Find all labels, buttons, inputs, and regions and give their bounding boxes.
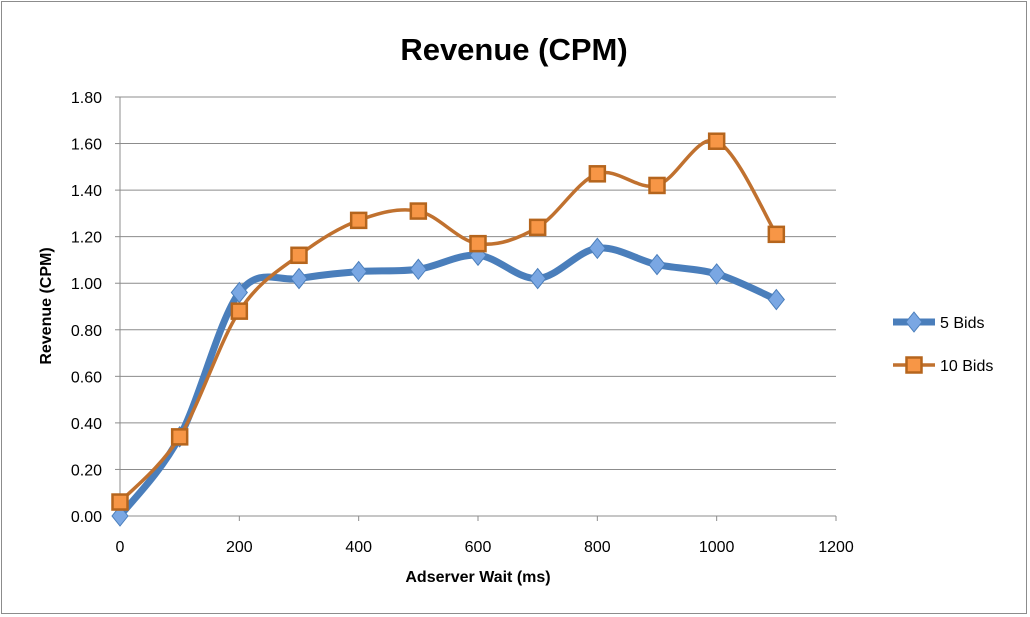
legend-label: 5 Bids xyxy=(940,315,984,332)
square-marker xyxy=(767,225,786,244)
square-marker xyxy=(905,356,923,374)
x-tick-label: 1200 xyxy=(818,539,854,556)
series-5-bids xyxy=(111,237,785,527)
y-tick-label: 0.00 xyxy=(71,509,102,526)
square-marker xyxy=(588,165,607,183)
diamond-marker xyxy=(409,258,427,281)
chart-title: Revenue (CPM) xyxy=(400,32,627,67)
diamond-marker xyxy=(111,505,129,527)
x-tick-label: 200 xyxy=(226,539,253,556)
x-tick-label: 0 xyxy=(116,539,125,556)
y-tick-label: 0.20 xyxy=(71,462,102,479)
square-marker xyxy=(290,246,308,265)
square-marker xyxy=(528,218,547,237)
diamond-marker xyxy=(529,267,547,290)
diamond-marker xyxy=(588,237,606,260)
legend-item: 5 Bids xyxy=(893,311,984,333)
diamond-marker xyxy=(767,288,785,311)
square-marker xyxy=(707,132,726,150)
diamond-marker xyxy=(648,253,666,276)
square-marker xyxy=(230,302,249,320)
y-tick-label: 1.40 xyxy=(71,183,102,200)
diamond-marker xyxy=(905,311,923,333)
x-tick-label: 800 xyxy=(584,539,611,556)
diamond-marker xyxy=(708,263,726,285)
square-marker xyxy=(648,176,666,195)
series-10-bids xyxy=(111,132,786,511)
series-line xyxy=(118,138,779,504)
y-axis-label: Revenue (CPM) xyxy=(38,247,55,364)
y-tick-label: 0.40 xyxy=(71,416,102,433)
diamond-marker xyxy=(350,260,368,283)
legend-item: 10 Bids xyxy=(893,356,993,375)
square-marker xyxy=(469,234,487,253)
x-tick-label: 1000 xyxy=(699,539,735,556)
x-tick-label: 600 xyxy=(465,539,492,556)
square-marker xyxy=(349,211,368,230)
x-tick-label: 400 xyxy=(345,539,372,556)
y-tick-label: 0.60 xyxy=(71,369,102,386)
square-marker xyxy=(170,428,189,446)
series-line xyxy=(116,244,780,520)
y-tick-label: 1.20 xyxy=(71,230,102,247)
square-marker xyxy=(409,202,428,220)
x-axis-label: Adserver Wait (ms) xyxy=(405,569,550,586)
y-tick-label: 1.80 xyxy=(71,90,102,107)
diamond-marker xyxy=(290,267,308,290)
legend-label: 10 Bids xyxy=(940,358,993,375)
square-marker xyxy=(111,493,129,511)
y-tick-label: 1.00 xyxy=(71,276,102,293)
y-tick-label: 0.80 xyxy=(71,323,102,340)
y-tick-label: 1.60 xyxy=(71,137,102,154)
